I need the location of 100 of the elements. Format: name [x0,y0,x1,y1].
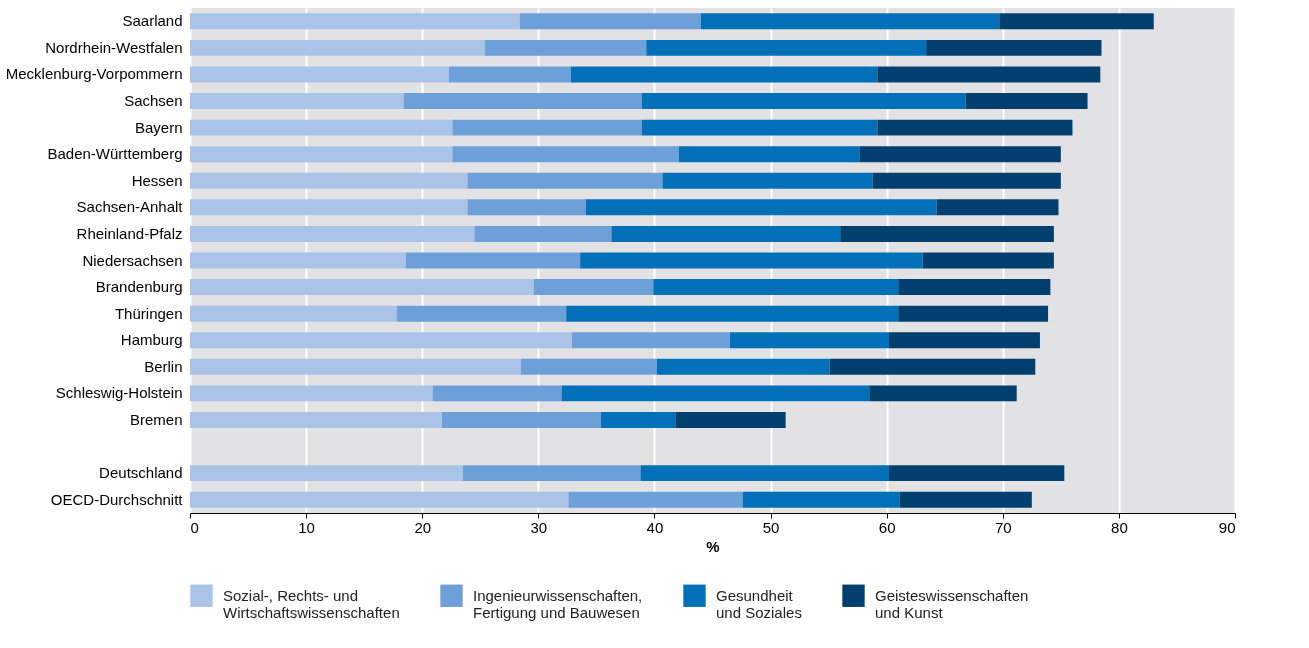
y-tick-label: Bremen [129,410,183,428]
y-tick-label: Baden-Württemberg [47,145,183,163]
bar [898,279,1051,296]
bar [601,412,676,428]
bar [190,225,475,242]
bar [611,225,841,242]
bar [190,172,468,189]
bar [662,172,873,189]
bar [640,465,889,482]
y-tick-label: Bayern [134,118,183,136]
bar [869,385,1017,402]
bar [566,305,899,322]
bar [641,119,878,136]
bar [190,385,433,402]
bar [656,358,830,375]
bar [519,13,701,30]
y-tick-label: Niedersachsen [82,251,183,269]
legend-label: Ingenieurwissenschaften, Fertigung und Bauwesen [473,586,643,621]
bar [877,66,1101,83]
bar [999,13,1154,30]
bar [467,199,586,216]
bar [474,225,612,242]
bar [561,385,870,402]
bar [190,465,463,482]
bar [580,252,923,269]
x-tick-label: 50 [762,518,780,536]
x-tick-label: 30 [530,518,548,536]
bar [405,252,581,269]
legend-label: Sozial-, Rechts- und Wirtschaftswissenschaften [223,586,400,621]
bar [572,332,730,349]
x-tick-label: 20 [414,518,432,536]
x-tick-label: 40 [646,518,664,536]
bar [432,385,562,402]
bar [922,252,1054,269]
legend-label: Geisteswissenschaften und Kunst [875,586,1029,621]
bar [653,279,899,296]
bar [859,146,1061,163]
bar [570,66,878,83]
x-tick-label: 70 [994,518,1012,536]
y-tick-label: Hessen [131,171,183,189]
bar [190,252,406,269]
bar [877,119,1073,136]
y-tick-label: Schleswig-Holstein [55,384,183,402]
x-tick-label: 10 [298,518,315,536]
bar [462,465,641,482]
bar [675,412,786,428]
bar [190,66,449,83]
bar [190,412,442,428]
x-tick-label: 0 [190,518,199,536]
bar [926,39,1102,56]
y-tick-label: Sachsen [124,92,183,110]
bar [190,13,520,30]
y-tick-label: Brandenburg [95,278,183,296]
bar [484,39,647,56]
bar [190,199,468,216]
bar [585,199,937,216]
bar [936,199,1059,216]
bar [190,39,485,56]
x-tick-label: 90 [1218,518,1236,536]
bar [840,225,1054,242]
bar [742,491,900,508]
y-tick-label: Mecklenburg-Vorpommern [5,65,183,83]
bar [872,172,1061,189]
bar [403,93,642,109]
bar [829,358,1036,375]
x-tick-label: 80 [1111,518,1128,536]
bar [190,93,404,109]
bar [190,491,569,508]
bar [190,305,397,322]
bar [678,146,860,163]
bar [888,332,1040,349]
bar [448,66,571,83]
y-tick-label: Deutschland [99,464,183,482]
bar [452,146,679,163]
bar [898,305,1049,322]
y-tick-label: OECD-Durchschnitt [50,490,184,508]
bar [467,172,663,189]
bar [533,279,654,296]
bar [190,146,453,163]
bar [965,93,1088,109]
bar [190,279,534,296]
bar [441,412,602,428]
bar [729,332,889,349]
legend-label: Gesundheit und Soziales [716,586,802,621]
bar [190,332,573,349]
bar [646,39,927,56]
bar [452,119,642,136]
x-tick-label: 60 [878,518,896,536]
bar [641,93,966,109]
y-tick-label: Rheinland-Pfalz [76,224,183,242]
bar [520,358,657,375]
y-tick-label: Nordrhein-Westfalen [45,38,183,56]
y-tick-label: Thüringen [114,304,183,322]
bar [888,465,1065,482]
bar [396,305,567,322]
bar [700,13,1000,30]
bar [190,119,453,136]
y-tick-label: Sachsen-Anhalt [76,198,184,216]
x-axis-title: % [706,537,720,555]
y-tick-label: Hamburg [120,331,183,349]
